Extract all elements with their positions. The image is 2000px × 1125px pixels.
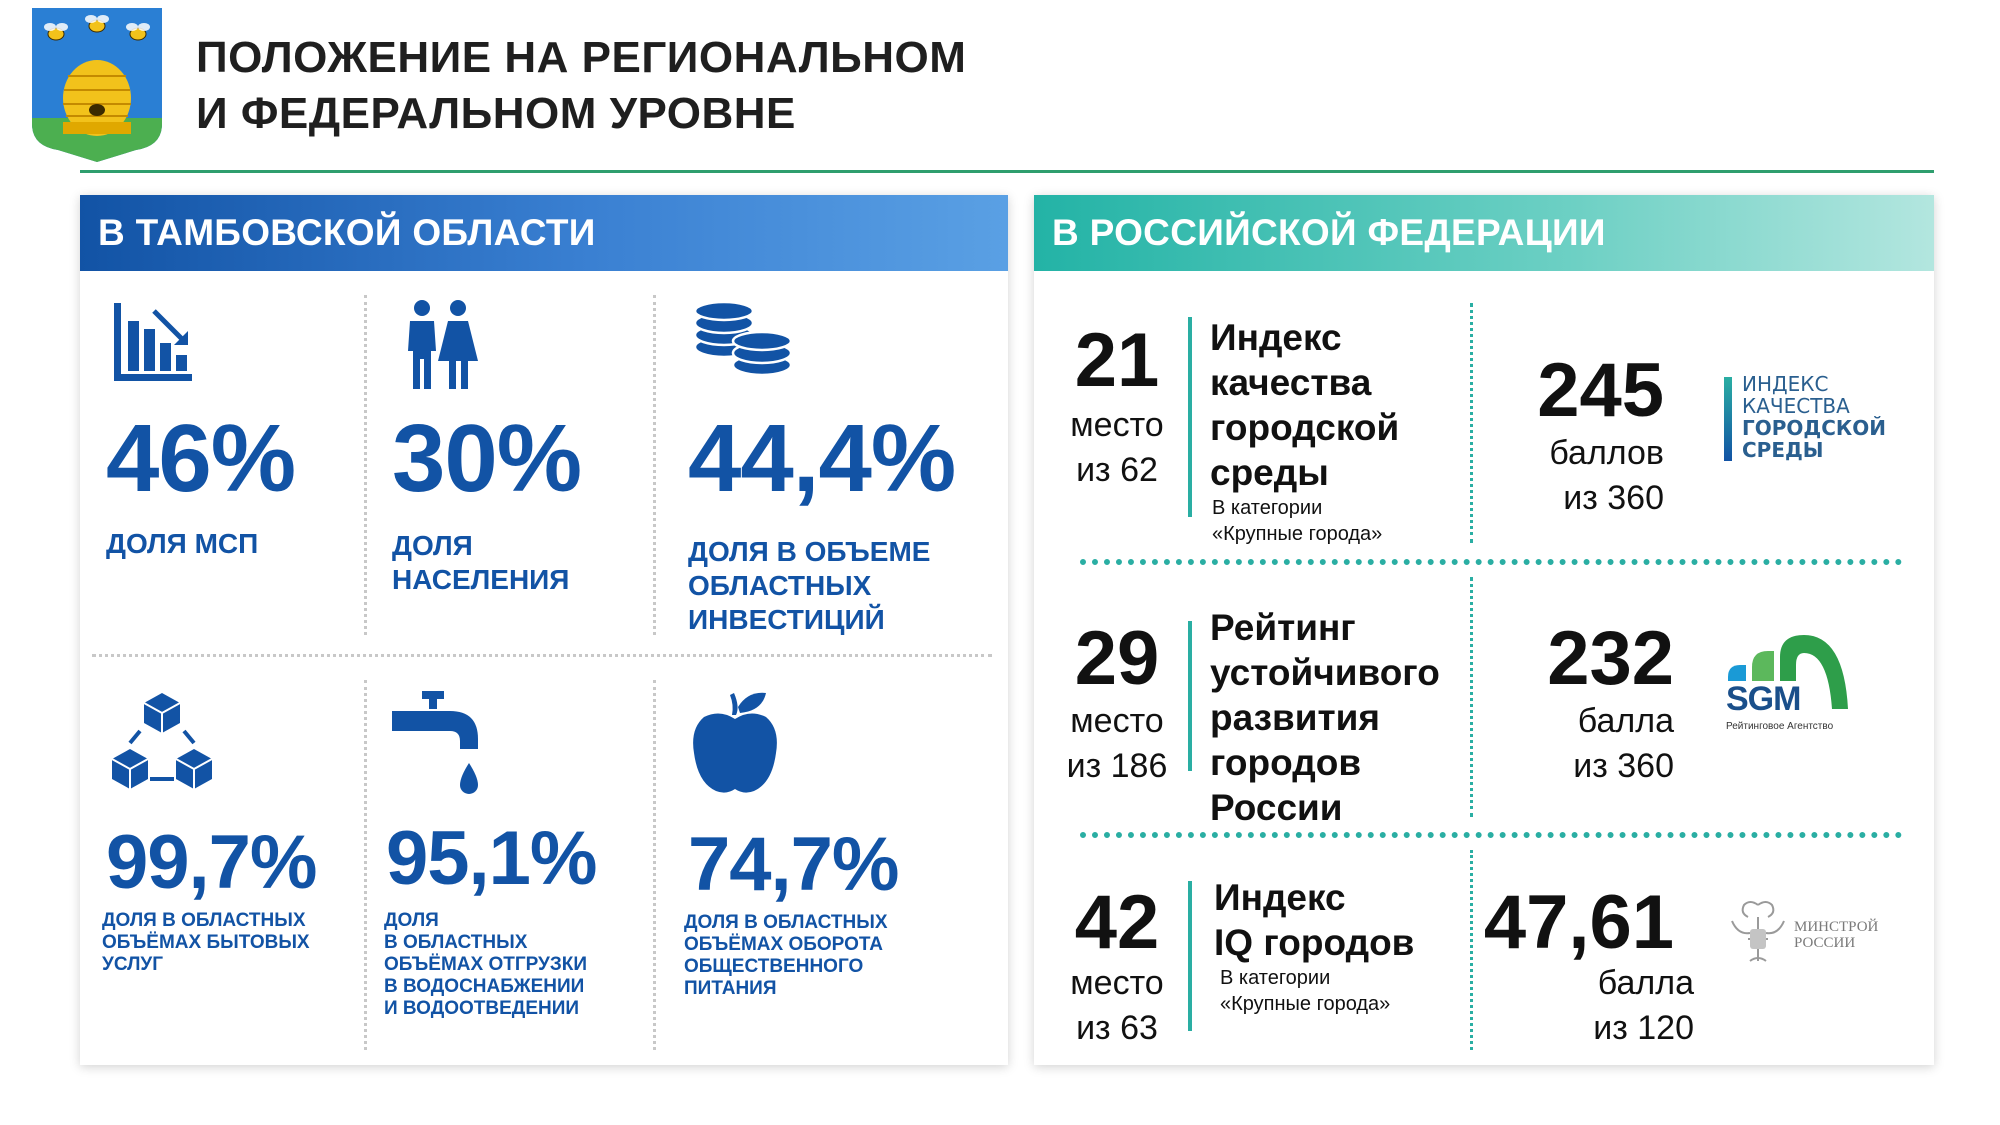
dotted-divider [92,654,992,657]
score-label: баллов из 360 [1549,434,1664,517]
dotted-divider [1080,559,1902,565]
score-value: 232 [1547,616,1674,701]
rank-label: место из 63 [1070,964,1164,1047]
rating-category: В категории «Крупные города» [1212,497,1383,545]
cubes-icon [111,693,213,789]
coat-of-arms-logo [32,8,162,162]
accent-bar [1188,621,1192,771]
rating-name: Индекс IQ городов [1214,877,1415,963]
page-title-line-2: И ФЕДЕРАЛЬНОМ УРОВНЕ [196,89,796,138]
double-headed-eagle-icon [1731,901,1785,962]
stat-caption-smb: ДОЛЯ МСП [106,528,259,559]
dotted-divider [364,295,367,635]
region-panel-heading: В ТАМБОВСКОЙ ОБЛАСТИ [80,195,1008,271]
rank-label: место из 62 [1070,406,1164,489]
bar-chart-icon [114,303,192,381]
logo-text: ИНДЕКС КАЧЕСТВА ГОРОДСКОЙ СРЕДЫ [1742,372,1886,462]
dotted-divider [1080,832,1902,838]
stat-value-smb: 46% [106,405,296,512]
stat-caption-investments: ДОЛЯ В ОБЪЕМЕ ОБЛАСТНЫХ ИНВЕСТИЦИЙ [688,536,931,635]
minstroy-text: МИНСТРОЙ РОССИИ [1794,919,1879,951]
sgm-agency-logo: SGM Рейтинговое Агентство [1724,631,1854,741]
dotted-divider [1470,303,1473,543]
sgm-wordmark: SGM [1726,681,1805,717]
stat-value-investments: 44,4% [688,405,956,512]
federation-panel: В РОССИЙСКОЙ ФЕДЕРАЦИИ 21 место из 62 Ин… [1034,195,1934,1065]
header-divider [80,170,1934,173]
people-icon [408,300,478,389]
stat-caption-population: ДОЛЯ НАСЕЛЕНИЯ [392,530,570,595]
dotted-divider [653,295,656,635]
dotted-divider [1470,577,1473,817]
stat-caption-catering: ДОЛЯ В ОБЛАСТНЫХ ОБЪЁМАХ ОБОРОТА ОБЩЕСТВ… [684,912,888,999]
rank-label: место из 186 [1066,702,1168,785]
accent-bar [1188,881,1192,1031]
page-title-line-1: ПОЛОЖЕНИЕ НА РЕГИОНАЛЬНОМ [196,33,967,82]
rank-number: 21 [1074,318,1160,403]
dotted-divider [364,680,367,1050]
stat-caption-water-supply: ДОЛЯ В ОБЛАСТНЫХ ОБЪЁМАХ ОТГРУЗКИ В ВОДО… [384,910,587,1019]
logo-accent-bar [1724,377,1732,461]
score-value: 47,61 [1483,880,1674,965]
rating-name: Рейтинг устойчивого развития городов Рос… [1210,607,1440,828]
score-label: балла из 120 [1593,964,1694,1047]
region-panel: В ТАМБОВСКОЙ ОБЛАСТИ 46% ДОЛЯ МСП 30% ДО… [80,195,1008,1065]
federation-panel-heading: В РОССИЙСКОЙ ФЕДЕРАЦИИ [1034,195,1934,271]
accent-bar [1188,317,1192,517]
score-label: балла из 360 [1573,702,1674,785]
minstroy-logo: МИНСТРОЙ РОССИИ [1728,895,1888,975]
rating-category: В категории «Крупные города» [1220,967,1391,1015]
sgm-subtitle: Рейтинговое Агентство [1726,721,1834,732]
urban-quality-index-logo: ИНДЕКС КАЧЕСТВА ГОРОДСКОЙ СРЕДЫ [1724,372,1886,463]
page-title: ПОЛОЖЕНИЕ НА РЕГИОНАЛЬНОМ И ФЕДЕРАЛЬНОМ … [196,30,966,142]
score-value: 245 [1537,348,1664,433]
stat-value-catering: 74,7% [688,822,899,907]
stat-value-population: 30% [392,405,582,512]
water-tap-icon [392,691,478,794]
rank-number: 29 [1074,616,1160,701]
dotted-divider [1470,850,1473,1050]
dotted-divider [653,680,656,1050]
apple-icon [693,692,777,793]
coins-icon [694,301,793,377]
rank-number: 42 [1074,880,1160,965]
stat-caption-household-services: ДОЛЯ В ОБЛАСТНЫХ ОБЪЁМАХ БЫТОВЫХ УСЛУГ [102,910,310,975]
stat-value-household-services: 99,7% [106,820,317,905]
rating-name: Индекс качества городской среды [1210,317,1400,493]
stat-value-water-supply: 95,1% [386,816,597,901]
